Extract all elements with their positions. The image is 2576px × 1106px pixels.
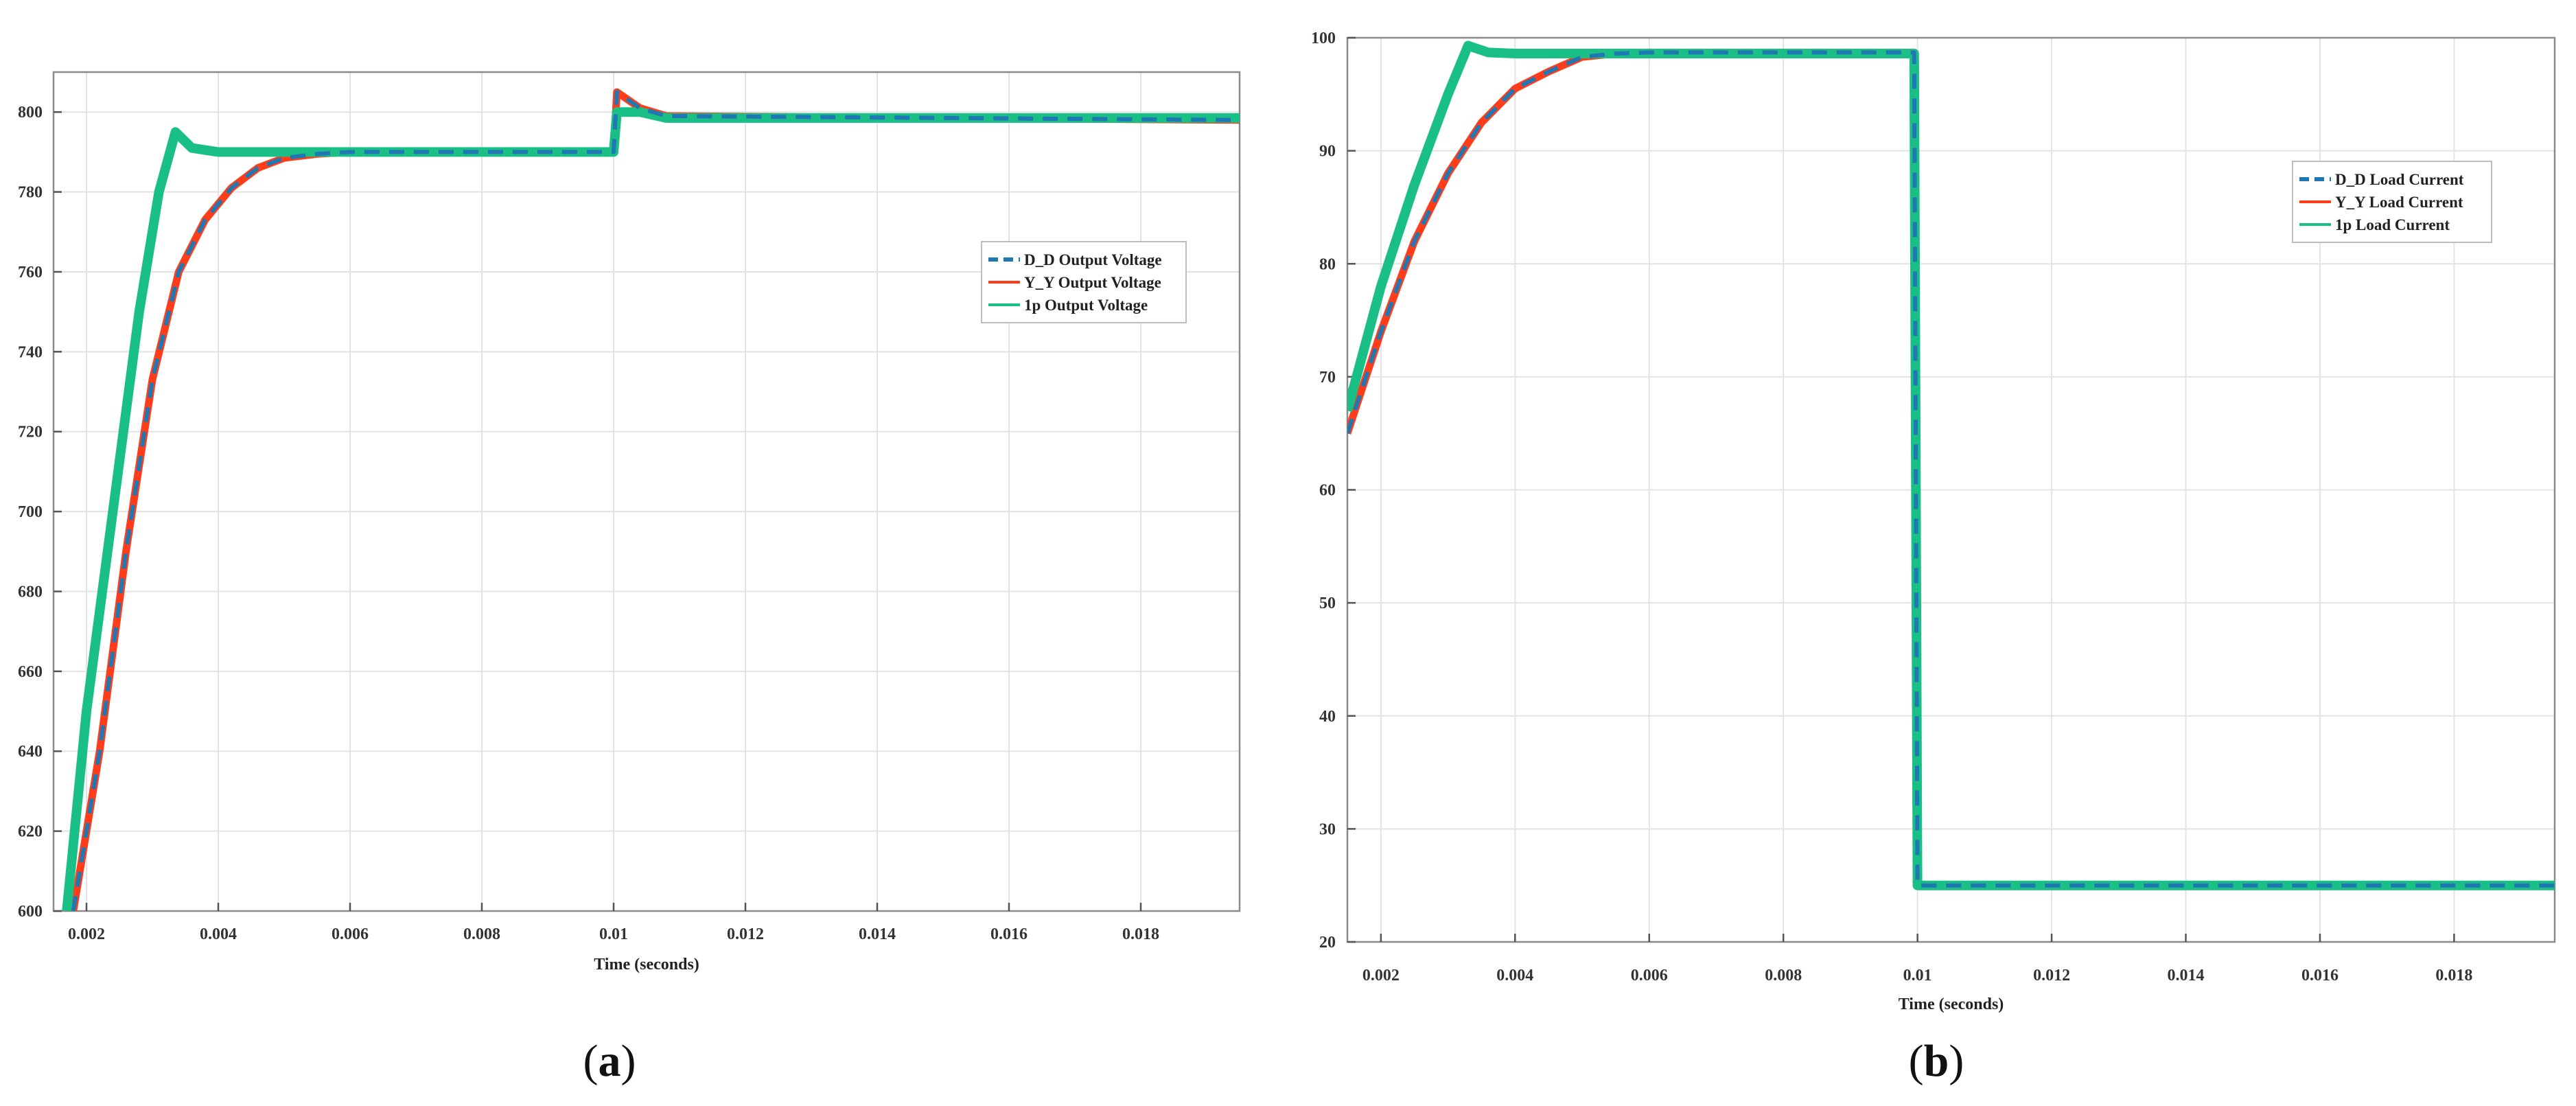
x-tick-label: 0.014 <box>2168 967 2205 984</box>
x-tick-label: 0.016 <box>2301 967 2339 984</box>
x-tick-label: 0.012 <box>2033 967 2070 984</box>
legend: D_D Load Current Y_Y Load Current 1p Load … <box>2292 161 2492 243</box>
x-axis-title: Time (seconds) <box>594 956 699 973</box>
panel-label-b-text: b <box>1923 1036 1949 1086</box>
y-tick-label: 640 <box>18 743 43 761</box>
legend-box <box>981 241 1187 323</box>
legend-label-dd: D_D Load Current <box>2335 171 2464 188</box>
x-tick-label: 0.01 <box>1903 967 1932 984</box>
x-tick-label: 0.006 <box>1631 967 1668 984</box>
y-tick-label: 100 <box>1311 30 1336 47</box>
axes-frame <box>52 71 1241 912</box>
y-tick-label: 800 <box>18 104 43 122</box>
y-tick-label: 760 <box>18 264 43 281</box>
x-tick-label: 0.004 <box>1496 967 1533 984</box>
x-tick-label: 0.008 <box>463 925 500 943</box>
chart-panel-b: 0.002 0.004 0.006 0.008 0.01 0.012 0.014 0.016 0… <box>1311 30 2556 1013</box>
x-tick-label: 0.016 <box>990 925 1028 943</box>
y-tick-label: 620 <box>18 823 43 841</box>
y-tick-label: 90 <box>1319 143 1336 161</box>
y-tick-label: 700 <box>18 503 43 521</box>
plot-area <box>54 72 1240 911</box>
x-tick-label: 0.018 <box>1122 925 1159 943</box>
y-tick-label: 600 <box>18 903 43 921</box>
legend-label-yy: Y_Y Output Voltage <box>1024 274 1161 291</box>
x-tick-label: 0.004 <box>200 925 237 943</box>
x-tick-label: 0.014 <box>859 925 896 943</box>
series-line-dd <box>71 90 1240 911</box>
x-axis-title: Time (seconds) <box>1899 995 2004 1013</box>
panel-label-b: (b) <box>1908 1036 1964 1086</box>
y-tick-label: 80 <box>1319 255 1336 273</box>
x-tick-label: 0.006 <box>332 925 369 943</box>
x-tick-label: 0.002 <box>68 925 105 943</box>
y-tick-label: 660 <box>18 663 43 681</box>
y-tick-label: 50 <box>1319 595 1336 612</box>
y-tick-label: 70 <box>1319 369 1336 387</box>
legend-label-yy: Y_Y Load Current <box>2335 194 2463 211</box>
legend-label-onep: 1p Load Current <box>2335 216 2450 233</box>
chart-panel-a: 0.002 0.004 0.006 0.008 0.01 0.012 0.014 0.016 0… <box>18 71 1241 973</box>
y-tick-label: 680 <box>18 583 43 601</box>
x-tick-label: 0.002 <box>1362 967 1400 984</box>
legend-label-onep: 1p Output Voltage <box>1024 297 1148 314</box>
panel-label-a: (a) <box>583 1036 636 1086</box>
panel-label-a-text: a <box>598 1036 621 1086</box>
y-tick-label: 30 <box>1319 820 1336 838</box>
series-line-onep <box>62 107 1240 911</box>
x-tick-label: 0.018 <box>2435 967 2472 984</box>
legend-label-dd: D_D Output Voltage <box>1024 251 1162 268</box>
series-line-dd <box>1347 50 2555 888</box>
x-tick-label: 0.01 <box>599 925 628 943</box>
x-tick-label: 0.008 <box>1765 967 1802 984</box>
y-tick-label: 60 <box>1319 482 1336 500</box>
y-tick-label: 40 <box>1319 708 1336 726</box>
y-tick-label: 740 <box>18 343 43 361</box>
y-tick-label: 20 <box>1319 934 1336 952</box>
y-tick-label: 720 <box>18 424 43 441</box>
y-tick-label: 780 <box>18 184 43 202</box>
series-group <box>1347 41 2555 890</box>
x-tick-label: 0.012 <box>727 925 764 943</box>
series-group <box>62 88 1240 911</box>
legend: D_D Output Voltage Y_Y Output Voltage 1p O… <box>981 241 1187 323</box>
